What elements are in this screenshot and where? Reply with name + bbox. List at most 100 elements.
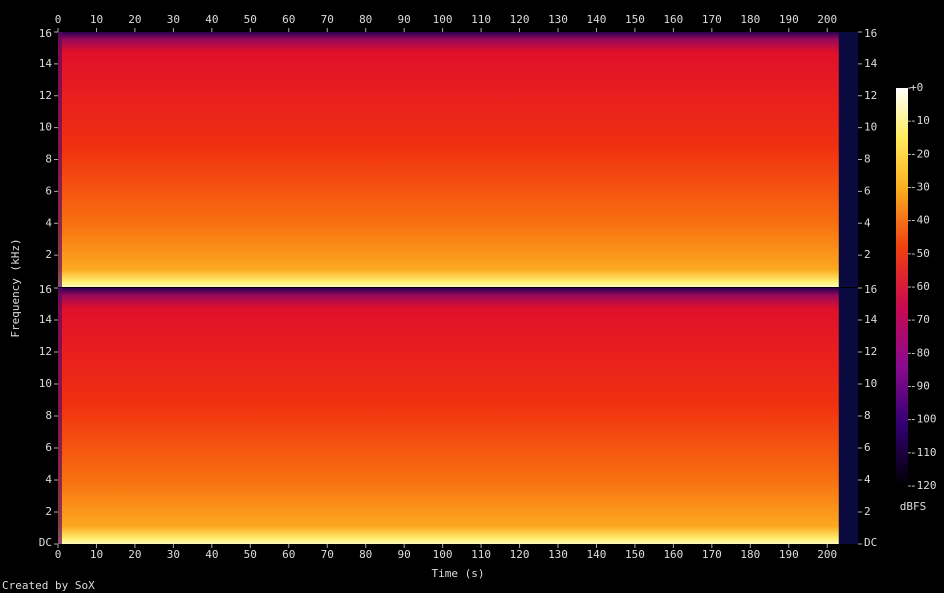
- y-tick-label: 10: [39, 377, 52, 390]
- silence-right: [838, 288, 858, 544]
- y-tick-label-right: DC: [864, 536, 877, 549]
- colorbar-tick-label: -100: [910, 413, 937, 426]
- x-tick-label: 60: [282, 13, 295, 26]
- y-tick-label-right: 10: [864, 377, 877, 390]
- y-tick-label-right: 4: [864, 473, 871, 486]
- x-tick-label: 100: [433, 13, 453, 26]
- x-tick-label-bottom: 160: [663, 548, 683, 561]
- y-tick-label-right: 2: [864, 248, 871, 261]
- y-tick-label: 2: [45, 248, 52, 261]
- x-tick-label: 80: [359, 13, 372, 26]
- colorbar-tick-label: -90: [910, 380, 930, 393]
- y-tick-label-right: 14: [864, 313, 878, 326]
- y-tick-label-right: 6: [864, 184, 871, 197]
- colorbar-tick-label: -50: [910, 247, 930, 260]
- x-tick-label: 140: [587, 13, 607, 26]
- colorbar-tick-label: -80: [910, 346, 930, 359]
- y-tick-label: 8: [45, 409, 52, 422]
- x-tick-label: 90: [398, 13, 411, 26]
- colorbar-tick-label: +0: [910, 81, 923, 94]
- colorbar-tick-label: -60: [910, 280, 930, 293]
- x-tick-label: 200: [817, 13, 837, 26]
- colorbar-tick-label: -30: [910, 181, 930, 194]
- x-tick-label-bottom: 180: [740, 548, 760, 561]
- colorbar-tick-label: -120: [910, 479, 937, 492]
- y-tick-label: 8: [45, 153, 52, 166]
- x-tick-label-bottom: 110: [471, 548, 491, 561]
- y-tick-label-right: 14: [864, 57, 878, 70]
- silence-left: [58, 32, 62, 287]
- x-tick-label-bottom: 140: [587, 548, 607, 561]
- x-tick-label-bottom: 170: [702, 548, 722, 561]
- y-tick-label: 2: [45, 505, 52, 518]
- x-tick-label: 180: [740, 13, 760, 26]
- x-tick-label-bottom: 150: [625, 548, 645, 561]
- spectrogram-image: [58, 288, 858, 544]
- x-tick-label-bottom: 190: [779, 548, 799, 561]
- y-tick-label: 14: [39, 313, 53, 326]
- y-tick-label-right: 16: [864, 283, 877, 296]
- y-axis-label: Frequency (kHz): [9, 238, 22, 337]
- colorbar-tick-label: -10: [910, 114, 930, 127]
- x-tick-label-bottom: 30: [167, 548, 180, 561]
- x-tick-label: 40: [205, 13, 218, 26]
- y-tick-label: 16: [39, 27, 52, 40]
- y-tick-label-right: 6: [864, 441, 871, 454]
- y-tick-label: 16: [39, 283, 52, 296]
- y-tick-label: 6: [45, 441, 52, 454]
- y-tick-label-right: 8: [864, 409, 871, 422]
- colorbar: [896, 88, 908, 486]
- colorbar-tick-label: -70: [910, 313, 930, 326]
- x-axis-label: Time (s): [432, 567, 485, 580]
- y-tick-label-right: 4: [864, 216, 871, 229]
- x-tick-label: 110: [471, 13, 491, 26]
- colorbar-label: dBFS: [900, 500, 927, 513]
- x-tick-label-bottom: 200: [817, 548, 837, 561]
- y-tick-label: 4: [45, 216, 52, 229]
- x-tick-label: 160: [663, 13, 683, 26]
- y-tick-label: 12: [39, 89, 52, 102]
- x-tick-label: 20: [128, 13, 141, 26]
- y-tick-label: 14: [39, 57, 53, 70]
- x-tick-label-bottom: 0: [55, 548, 62, 561]
- y-tick-label-right: 12: [864, 345, 877, 358]
- x-tick-label-bottom: 20: [128, 548, 141, 561]
- x-tick-label-bottom: 50: [244, 548, 257, 561]
- y-tick-label: 10: [39, 121, 52, 134]
- x-tick-label-bottom: 80: [359, 548, 372, 561]
- x-tick-label: 170: [702, 13, 722, 26]
- credit: Created by SoX: [2, 579, 95, 592]
- x-tick-label: 190: [779, 13, 799, 26]
- y-tick-label: 12: [39, 345, 52, 358]
- x-tick-label: 50: [244, 13, 257, 26]
- spectrogram-image: [58, 32, 858, 287]
- x-tick-label: 0: [55, 13, 62, 26]
- x-tick-label: 120: [510, 13, 530, 26]
- colorbar-tick-label: -40: [910, 214, 930, 227]
- x-tick-label-bottom: 90: [398, 548, 411, 561]
- x-tick-label-bottom: 70: [321, 548, 334, 561]
- y-tick-label-right: 12: [864, 89, 877, 102]
- x-tick-label: 10: [90, 13, 103, 26]
- y-tick-label-right: 8: [864, 153, 871, 166]
- y-tick-label: DC: [39, 536, 52, 549]
- y-tick-label: 4: [45, 473, 52, 486]
- x-tick-label-bottom: 60: [282, 548, 295, 561]
- silence-left: [58, 288, 62, 544]
- x-tick-label-bottom: 120: [510, 548, 530, 561]
- y-tick-label-right: 10: [864, 121, 877, 134]
- colorbar-tick-label: -20: [910, 147, 930, 160]
- y-tick-label-right: 16: [864, 27, 877, 40]
- x-tick-label: 30: [167, 13, 180, 26]
- y-tick-label-right: 2: [864, 505, 871, 518]
- x-tick-label-bottom: 10: [90, 548, 103, 561]
- x-tick-label: 70: [321, 13, 334, 26]
- colorbar-tick-label: -110: [910, 446, 937, 459]
- y-tick-label: 6: [45, 184, 52, 197]
- x-tick-label: 150: [625, 13, 645, 26]
- silence-right: [838, 32, 858, 287]
- x-tick-label-bottom: 40: [205, 548, 218, 561]
- x-tick-label-bottom: 100: [433, 548, 453, 561]
- x-tick-label-bottom: 130: [548, 548, 568, 561]
